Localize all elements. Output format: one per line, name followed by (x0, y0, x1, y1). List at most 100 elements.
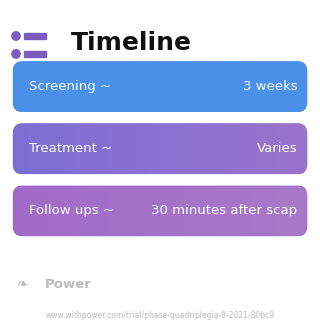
Bar (207, 185, 210, 236)
Bar (107, 61, 110, 112)
Circle shape (12, 50, 20, 58)
Bar (86, 185, 90, 236)
Bar (175, 61, 178, 112)
Bar (301, 185, 305, 236)
Bar (19, 123, 22, 174)
Bar (69, 185, 72, 236)
Bar (28, 123, 31, 174)
Bar (81, 185, 84, 236)
Bar (172, 123, 175, 174)
FancyArrow shape (24, 51, 46, 57)
Bar (245, 61, 249, 112)
Bar (180, 61, 184, 112)
Bar (236, 185, 240, 236)
Bar (243, 123, 246, 174)
Bar (228, 61, 231, 112)
Bar (81, 123, 84, 174)
Bar (254, 123, 258, 174)
Bar (45, 123, 48, 174)
Bar (51, 185, 54, 236)
Bar (25, 61, 28, 112)
Bar (154, 61, 157, 112)
Bar (290, 185, 293, 236)
Bar (136, 185, 140, 236)
Bar (166, 185, 169, 236)
Bar (104, 185, 107, 236)
Bar (169, 123, 172, 174)
Bar (248, 61, 252, 112)
Bar (16, 185, 19, 236)
Bar (281, 123, 284, 174)
Bar (269, 61, 272, 112)
Bar (145, 185, 148, 236)
Bar (116, 123, 119, 174)
Bar (254, 61, 258, 112)
Bar (239, 185, 243, 236)
Bar (290, 61, 293, 112)
Bar (275, 123, 278, 174)
Bar (184, 61, 187, 112)
Bar (154, 123, 157, 174)
Bar (13, 123, 16, 174)
Bar (198, 123, 202, 174)
Bar (189, 123, 193, 174)
Bar (101, 185, 104, 236)
Bar (266, 185, 269, 236)
Bar (110, 123, 113, 174)
Bar (160, 61, 163, 112)
Bar (86, 61, 90, 112)
Bar (122, 123, 125, 174)
Bar (281, 61, 284, 112)
Bar (295, 123, 299, 174)
Bar (210, 61, 213, 112)
Bar (36, 123, 40, 174)
Bar (133, 123, 137, 174)
Bar (304, 185, 308, 236)
Bar (254, 185, 258, 236)
Text: ❧: ❧ (17, 278, 28, 291)
Bar (172, 61, 175, 112)
Bar (198, 61, 202, 112)
Bar (201, 185, 204, 236)
Bar (30, 123, 34, 174)
Bar (204, 123, 207, 174)
Text: Timeline: Timeline (70, 30, 191, 55)
Bar (119, 61, 122, 112)
Bar (75, 185, 78, 236)
Bar (284, 123, 287, 174)
Bar (140, 61, 143, 112)
Bar (213, 185, 216, 236)
Bar (84, 185, 87, 236)
Bar (28, 61, 31, 112)
Bar (95, 185, 99, 236)
Bar (266, 61, 269, 112)
Bar (16, 61, 19, 112)
Bar (42, 61, 45, 112)
Bar (219, 61, 222, 112)
Bar (163, 61, 166, 112)
Bar (189, 61, 193, 112)
Bar (145, 61, 148, 112)
Bar (204, 61, 207, 112)
Bar (251, 185, 254, 236)
Bar (225, 123, 228, 174)
Bar (243, 61, 246, 112)
Bar (75, 123, 78, 174)
Bar (192, 61, 196, 112)
Bar (125, 123, 128, 174)
Bar (30, 61, 34, 112)
Bar (189, 185, 193, 236)
Bar (33, 61, 37, 112)
Bar (119, 123, 122, 174)
Bar (287, 185, 290, 236)
Bar (198, 185, 202, 236)
Bar (148, 185, 151, 236)
Bar (184, 123, 187, 174)
Bar (128, 123, 131, 174)
Bar (207, 61, 210, 112)
Bar (77, 61, 81, 112)
Bar (175, 123, 178, 174)
Bar (122, 185, 125, 236)
Bar (216, 61, 219, 112)
Bar (228, 123, 231, 174)
